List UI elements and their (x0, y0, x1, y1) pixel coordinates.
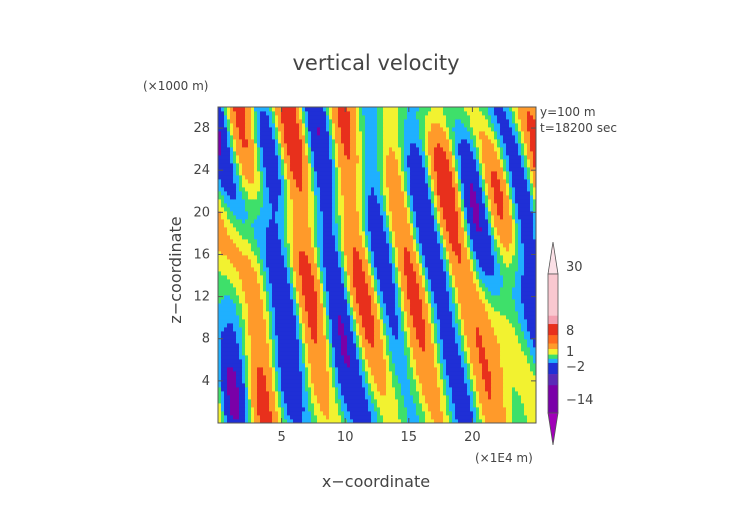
colorbar-label: 8 (566, 324, 574, 339)
x-axis-ticks: 5 10 15 20 (277, 107, 481, 445)
y-tick-label: 8 (202, 332, 210, 347)
annotation-y-position: y=100 m (540, 105, 596, 119)
colorbar-band (548, 354, 558, 360)
colorbar-label: −14 (566, 393, 593, 408)
y-tick-label: 24 (193, 163, 210, 178)
colorbar-band (548, 324, 558, 336)
colorbar-label: 30 (566, 260, 583, 275)
y-axis-ticks: 4 8 12 16 20 24 28 (193, 121, 536, 389)
y-tick-label: 4 (202, 374, 210, 389)
colorbar-band (548, 374, 558, 386)
x-axis-label: x−coordinate (322, 472, 430, 491)
y-tick-label: 12 (193, 290, 210, 305)
heatmap-field (218, 107, 536, 423)
colorbar-labels: 30 8 1−2 −14 (566, 260, 593, 408)
colorbar-band (548, 349, 558, 355)
x-unit-label: (×1E4 m) (475, 451, 533, 465)
y-tick-label: 16 (193, 247, 210, 262)
y-tick-label: 20 (193, 205, 210, 220)
colorbar-band (548, 274, 558, 316)
plot-frame (217, 106, 537, 424)
colorbar-band (548, 315, 558, 325)
colorbar-extend-top (547, 241, 559, 275)
x-tick-label: 20 (464, 430, 481, 445)
colorbar (547, 241, 559, 446)
annotation-time: t=18200 sec (540, 121, 617, 135)
x-tick-label: 15 (401, 430, 418, 445)
colorbar-label: −2 (566, 360, 585, 375)
colorbar-band (548, 335, 558, 344)
colorbar-band (548, 362, 558, 375)
y-unit-label: (×1000 m) (143, 79, 208, 93)
colorbar-extend-bottom (547, 412, 559, 446)
y-axis-label: z−coordinate (166, 216, 185, 323)
chart-title: vertical velocity (292, 51, 459, 75)
y-tick-label: 28 (193, 121, 210, 136)
colorbar-band (548, 358, 558, 364)
x-tick-label: 10 (337, 430, 354, 445)
colorbar-label: 1 (566, 345, 574, 360)
x-tick-label: 5 (277, 430, 285, 445)
colorbar-band (548, 343, 558, 350)
colorbar-band (548, 385, 558, 414)
